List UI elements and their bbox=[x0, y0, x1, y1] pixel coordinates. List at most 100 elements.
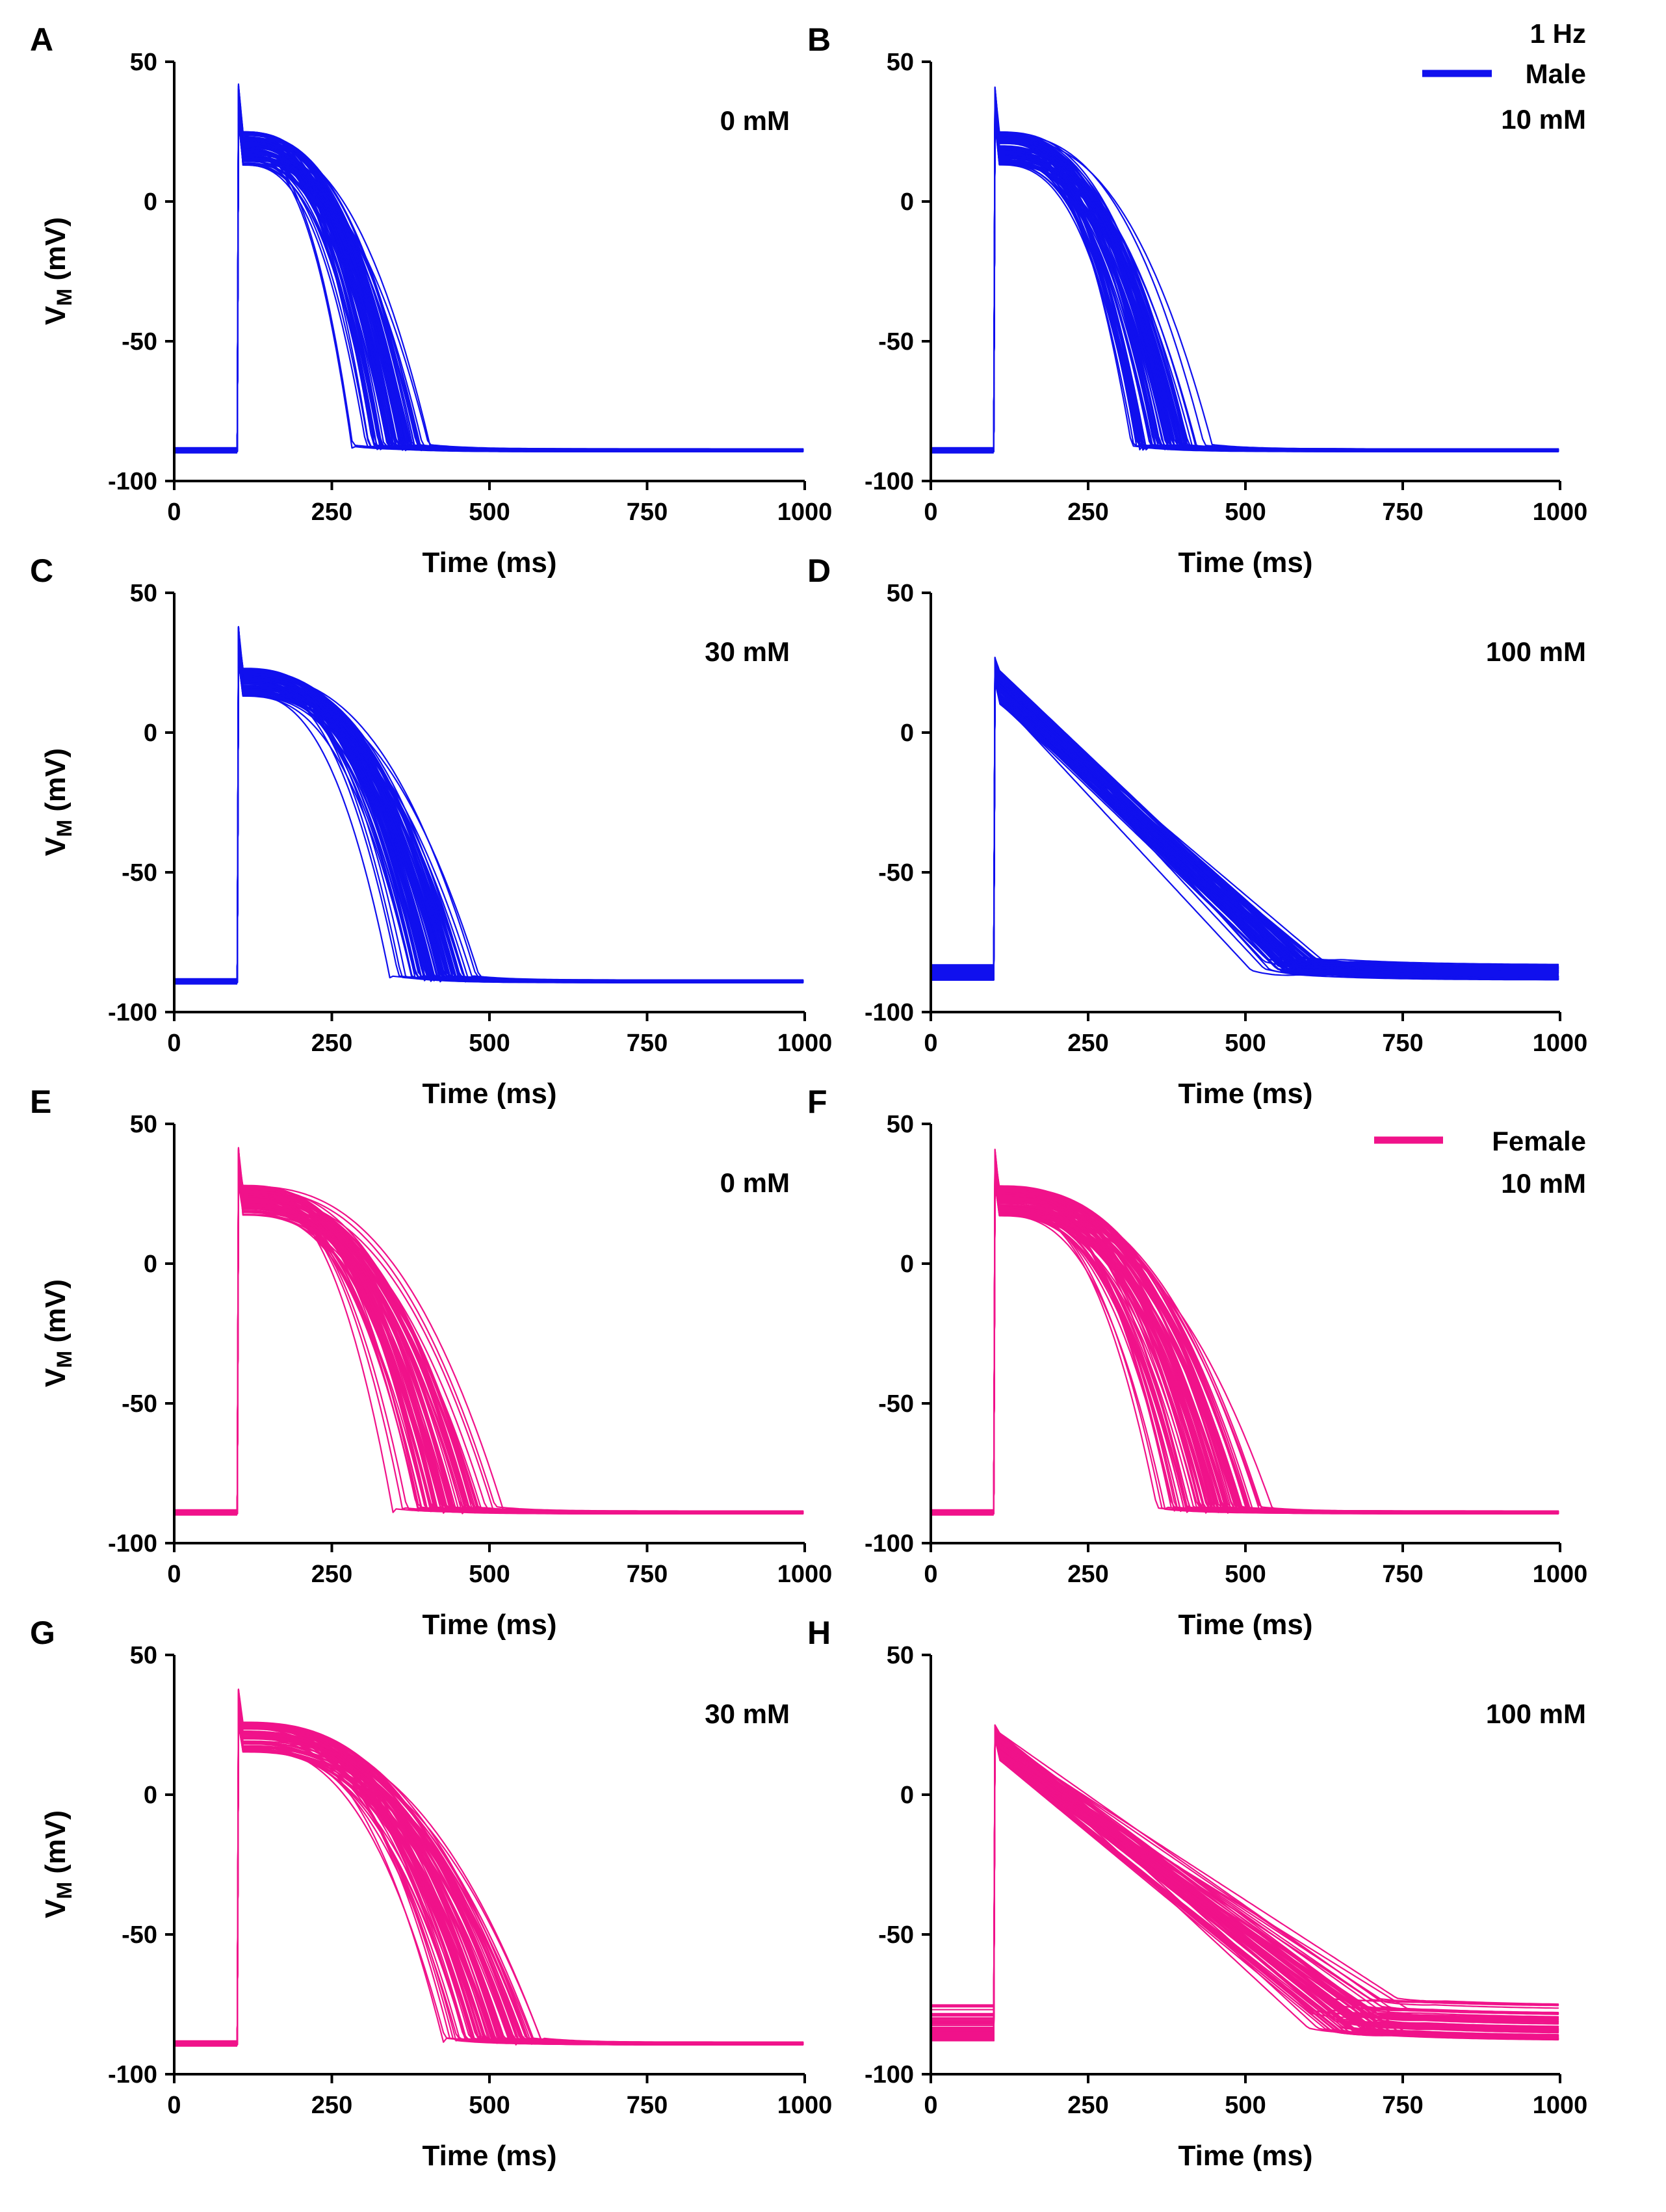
traces-c bbox=[173, 626, 804, 985]
panel-letter-g: G bbox=[30, 1615, 55, 1651]
x-axis-title-b: Time (ms) bbox=[1178, 547, 1312, 579]
y-axis-title-unit: (mV) bbox=[40, 748, 72, 820]
x-tick-label: 750 bbox=[1382, 1561, 1423, 1588]
y-tick-label: -50 bbox=[878, 859, 914, 887]
ap-trace bbox=[173, 655, 804, 983]
x-tick-label: 500 bbox=[469, 1030, 510, 1057]
ap-trace bbox=[173, 1152, 804, 1513]
x-tick-label: 0 bbox=[167, 499, 181, 526]
y-tick-label: -50 bbox=[122, 328, 157, 356]
x-tick-label: 0 bbox=[924, 1030, 937, 1057]
legend-male-label: Male bbox=[1526, 59, 1586, 89]
ap-trace bbox=[173, 655, 804, 982]
ap-trace bbox=[173, 122, 804, 451]
ap-trace bbox=[173, 1175, 804, 1513]
ap-trace bbox=[173, 1176, 804, 1513]
ap-trace bbox=[930, 1737, 1559, 2033]
ap-trace bbox=[930, 121, 1559, 452]
y-tick-label: 50 bbox=[887, 1642, 914, 1669]
x-axis-title-a: Time (ms) bbox=[422, 547, 556, 579]
ap-trace bbox=[173, 122, 804, 452]
ap-trace bbox=[173, 1174, 804, 1513]
ap-trace bbox=[173, 662, 804, 982]
x-tick-label: 500 bbox=[1225, 1030, 1266, 1057]
ap-trace bbox=[173, 120, 804, 452]
ap-trace bbox=[930, 122, 1559, 451]
ap-trace bbox=[930, 1737, 1559, 2035]
ap-trace bbox=[173, 653, 804, 982]
ap-trace bbox=[173, 1177, 804, 1512]
ap-trace bbox=[173, 122, 804, 450]
x-tick-label: 1000 bbox=[777, 1030, 833, 1057]
ap-trace bbox=[930, 107, 1559, 452]
x-tick-label: 500 bbox=[1225, 2092, 1266, 2119]
x-axis-title-e: Time (ms) bbox=[422, 1609, 556, 1641]
y-tick-label: -50 bbox=[878, 1390, 914, 1418]
ap-trace bbox=[173, 122, 804, 452]
ap-trace bbox=[173, 1171, 804, 1514]
ap-trace bbox=[173, 662, 804, 982]
ap-trace bbox=[930, 120, 1559, 452]
ap-trace bbox=[173, 655, 804, 982]
ap-trace bbox=[173, 657, 804, 982]
ticks-e: 0 250 500 750 1000 -100 -50 0 50 bbox=[108, 1111, 832, 1588]
ticks-f: 0 250 500 750 1000 -100 -50 0 50 bbox=[865, 1111, 1587, 1588]
y-tick-label: -50 bbox=[122, 1390, 157, 1418]
ap-trace bbox=[173, 662, 804, 982]
ap-trace bbox=[930, 118, 1559, 450]
x-tick-label: 250 bbox=[1067, 1561, 1108, 1588]
ap-trace bbox=[173, 1175, 804, 1513]
x-tick-label: 500 bbox=[469, 2092, 510, 2119]
x-tick-label: 0 bbox=[167, 1030, 181, 1057]
ap-trace bbox=[173, 659, 804, 982]
ticks-g: 0 250 500 750 1000 -100 -50 0 50 bbox=[108, 1642, 832, 2119]
panel-letter-a: A bbox=[30, 21, 53, 58]
ap-trace bbox=[930, 674, 1559, 981]
x-tick-label: 250 bbox=[1067, 1030, 1108, 1057]
ap-trace bbox=[930, 122, 1559, 450]
traces-a bbox=[173, 83, 804, 454]
panel-c: C 30 mM Time (ms) VM (mV) 0 250 500 750 1000… bbox=[30, 553, 832, 1110]
ap-trace bbox=[173, 1184, 804, 1514]
y-tick-label: 50 bbox=[130, 580, 157, 607]
ap-trace bbox=[930, 122, 1559, 451]
ap-trace bbox=[173, 649, 804, 982]
ap-trace bbox=[930, 120, 1559, 450]
ap-trace bbox=[930, 120, 1559, 452]
legend-female: Female 10 mM bbox=[1374, 1126, 1586, 1199]
ap-trace bbox=[173, 660, 804, 982]
ap-trace bbox=[930, 1737, 1559, 2038]
ap-trace bbox=[173, 122, 804, 452]
ap-trace bbox=[930, 122, 1559, 451]
panel-letter-f: F bbox=[807, 1084, 827, 1120]
legend-male: 1 Hz Male 10 mM bbox=[1422, 18, 1586, 135]
ap-trace bbox=[173, 122, 804, 450]
ap-trace bbox=[173, 651, 804, 983]
ap-trace bbox=[930, 1177, 1559, 1513]
ap-trace bbox=[173, 660, 804, 981]
ap-trace bbox=[930, 120, 1559, 452]
ap-trace bbox=[173, 122, 804, 452]
ap-trace bbox=[173, 121, 804, 452]
ap-trace bbox=[173, 661, 804, 982]
ap-trace bbox=[173, 122, 804, 451]
y-tick-label: 50 bbox=[887, 580, 914, 607]
x-tick-label: 1000 bbox=[1533, 1030, 1588, 1057]
ap-trace bbox=[173, 658, 804, 982]
ap-trace bbox=[930, 122, 1559, 450]
concentration-label-c: 30 mM bbox=[705, 636, 790, 667]
ap-trace bbox=[173, 1182, 804, 1512]
traces-h bbox=[930, 1724, 1559, 2042]
y-axis-title-unit: (mV) bbox=[40, 1279, 72, 1351]
ap-trace bbox=[173, 122, 804, 450]
x-tick-label: 500 bbox=[1225, 1561, 1266, 1588]
ap-trace bbox=[930, 120, 1559, 452]
ap-trace bbox=[930, 1737, 1559, 2039]
y-tick-label: -50 bbox=[878, 328, 914, 356]
x-tick-label: 750 bbox=[1382, 1030, 1423, 1057]
ap-trace bbox=[930, 1737, 1559, 2037]
y-tick-label: -100 bbox=[865, 999, 914, 1026]
ap-trace bbox=[173, 1165, 804, 1515]
y-axis-title-unit: (mV) bbox=[40, 1810, 72, 1882]
ap-trace bbox=[930, 1737, 1559, 2038]
